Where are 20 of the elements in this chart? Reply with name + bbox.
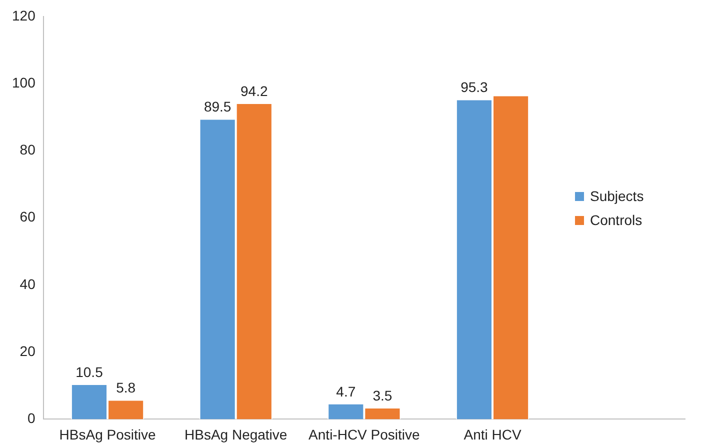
data-label: 3.5 [372,387,392,404]
legend-label: Controls [590,212,642,228]
data-label: 95.3 [460,79,488,96]
x-tick-label: HBsAg Positive [59,426,156,442]
x-tick-label: Anti HCV [464,426,522,442]
data-label: 89.5 [204,98,232,115]
data-label: 4.7 [336,383,356,400]
data-label: 5.8 [116,380,136,396]
y-tick-label: 20 [20,342,36,359]
y-tick-label: 60 [20,208,36,225]
y-tick-label: 0 [28,410,36,426]
x-tick-label: HBsAg Negative [184,426,288,442]
legend-label: Subjects [590,188,644,204]
y-tick-label: 120 [12,7,36,24]
y-tick-label: 100 [12,74,36,90]
data-label: 10.5 [76,364,104,380]
data-label: 94.2 [240,82,268,99]
y-tick-label: 80 [20,142,36,158]
x-tick-label: Anti-HCV Positive [308,426,420,442]
y-tick-label: 40 [20,276,36,292]
